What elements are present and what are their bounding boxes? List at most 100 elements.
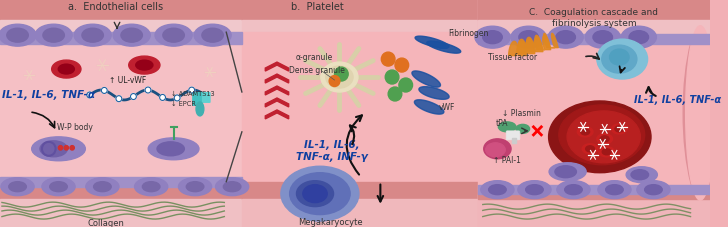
Text: vWF: vWF: [439, 102, 455, 111]
Circle shape: [116, 96, 122, 102]
Polygon shape: [265, 75, 289, 84]
Circle shape: [395, 59, 408, 73]
Polygon shape: [412, 72, 440, 88]
Ellipse shape: [52, 61, 81, 79]
Bar: [478, 185, 710, 194]
Circle shape: [174, 96, 180, 101]
Ellipse shape: [612, 124, 627, 134]
Ellipse shape: [74, 25, 111, 47]
Ellipse shape: [178, 178, 212, 196]
Ellipse shape: [42, 178, 75, 196]
Text: IL-1, IL-6,
TNF-α, INF-γ: IL-1, IL-6, TNF-α, INF-γ: [296, 140, 368, 161]
Text: Tissue factor: Tissue factor: [488, 53, 537, 62]
Ellipse shape: [585, 146, 595, 152]
Ellipse shape: [475, 27, 510, 49]
Ellipse shape: [1, 178, 34, 196]
FancyBboxPatch shape: [506, 131, 520, 140]
Text: IL-1, IL-6, TNF-α: IL-1, IL-6, TNF-α: [634, 94, 721, 104]
Ellipse shape: [549, 163, 586, 181]
Ellipse shape: [486, 143, 505, 157]
Ellipse shape: [488, 185, 506, 195]
Text: α-granule: α-granule: [296, 53, 333, 62]
Text: ↓ EPCR: ↓ EPCR: [170, 101, 196, 106]
Ellipse shape: [296, 181, 333, 207]
Circle shape: [87, 93, 92, 99]
Circle shape: [329, 76, 340, 87]
Ellipse shape: [559, 106, 645, 165]
Ellipse shape: [645, 185, 662, 195]
Bar: [0, 33, 242, 182]
Ellipse shape: [518, 181, 551, 199]
Polygon shape: [427, 42, 461, 54]
Ellipse shape: [202, 29, 223, 43]
Ellipse shape: [549, 101, 651, 173]
Ellipse shape: [480, 181, 514, 199]
Ellipse shape: [483, 32, 502, 44]
Text: ↑ UL-vWF: ↑ UL-vWF: [109, 76, 146, 85]
Ellipse shape: [94, 182, 111, 192]
Circle shape: [130, 94, 136, 100]
Ellipse shape: [602, 149, 611, 155]
Ellipse shape: [597, 134, 612, 144]
Ellipse shape: [602, 46, 637, 74]
Ellipse shape: [555, 166, 577, 178]
Ellipse shape: [86, 178, 119, 196]
Ellipse shape: [143, 182, 160, 192]
Bar: [478, 21, 710, 35]
Ellipse shape: [598, 181, 631, 199]
Bar: [242, 182, 478, 199]
Polygon shape: [265, 99, 289, 107]
Text: ↓ Plasmin: ↓ Plasmin: [502, 109, 541, 117]
FancyBboxPatch shape: [192, 93, 203, 106]
Ellipse shape: [9, 182, 26, 192]
Text: C.  Coagulation cascade and
fibrinolysis system: C. Coagulation cascade and fibrinolysis …: [529, 8, 658, 27]
Text: Dense granule: Dense granule: [289, 66, 344, 75]
Bar: [478, 35, 710, 45]
Ellipse shape: [631, 170, 649, 180]
Polygon shape: [265, 111, 289, 119]
Ellipse shape: [599, 147, 614, 157]
Polygon shape: [415, 37, 449, 49]
Circle shape: [101, 88, 107, 94]
Ellipse shape: [637, 181, 670, 199]
Text: Megakaryocyte: Megakaryocyte: [298, 217, 363, 226]
Bar: [0, 0, 242, 21]
Bar: [478, 0, 710, 21]
Circle shape: [58, 146, 63, 150]
Ellipse shape: [135, 178, 167, 196]
Ellipse shape: [601, 136, 609, 142]
Ellipse shape: [215, 178, 249, 196]
Circle shape: [335, 68, 348, 82]
Ellipse shape: [548, 27, 583, 49]
Circle shape: [70, 146, 74, 150]
Ellipse shape: [519, 32, 539, 44]
Text: W-P body: W-P body: [57, 122, 92, 131]
Ellipse shape: [567, 111, 641, 163]
Ellipse shape: [325, 67, 353, 89]
Ellipse shape: [585, 27, 620, 49]
Ellipse shape: [186, 182, 204, 192]
Ellipse shape: [511, 27, 546, 49]
Ellipse shape: [516, 125, 529, 134]
Text: b.  Platelet: b. Platelet: [290, 2, 344, 12]
Ellipse shape: [58, 65, 74, 75]
Ellipse shape: [155, 25, 192, 47]
Ellipse shape: [121, 29, 143, 43]
Polygon shape: [265, 63, 289, 72]
Ellipse shape: [196, 103, 204, 116]
Text: Fibrinogen: Fibrinogen: [448, 29, 489, 38]
Ellipse shape: [577, 127, 593, 137]
Circle shape: [159, 95, 165, 101]
Bar: [242, 33, 478, 182]
Ellipse shape: [565, 185, 582, 195]
Ellipse shape: [135, 61, 153, 71]
Ellipse shape: [82, 29, 103, 43]
Ellipse shape: [40, 141, 67, 157]
Circle shape: [388, 88, 402, 101]
Text: tPA: tPA: [496, 118, 508, 127]
Bar: [0, 21, 242, 33]
Bar: [242, 199, 478, 227]
Ellipse shape: [621, 27, 657, 49]
Ellipse shape: [597, 40, 648, 80]
Text: IL-1, IL-6, TNF-α: IL-1, IL-6, TNF-α: [2, 90, 95, 99]
